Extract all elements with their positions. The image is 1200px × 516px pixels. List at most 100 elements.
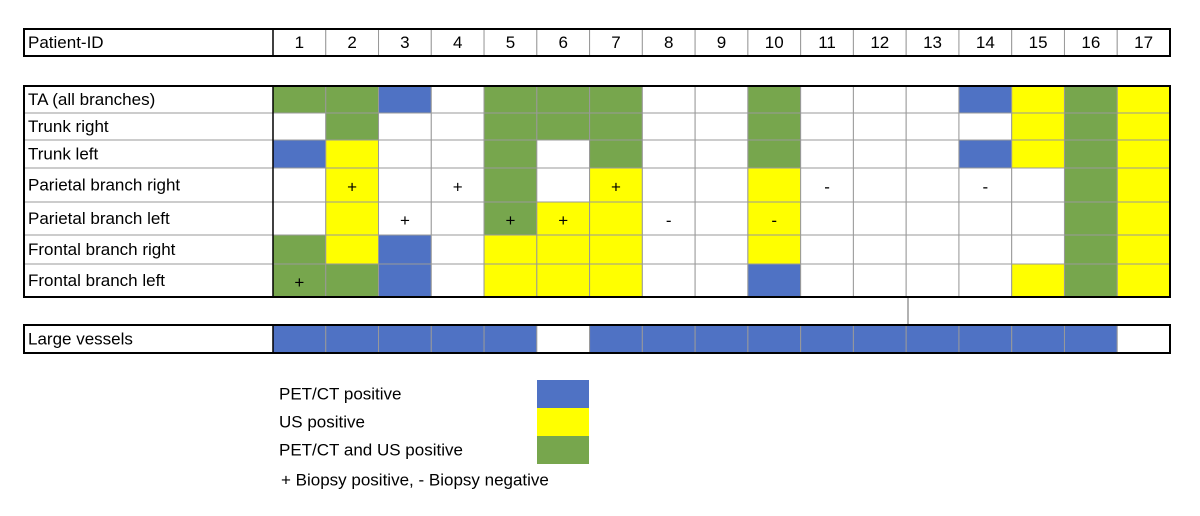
status-cell (852, 85, 907, 114)
status-cell (589, 263, 643, 298)
status-cell (800, 139, 854, 169)
row-label: TA (all branches) (28, 90, 155, 109)
row-label: Patient-ID (28, 33, 104, 52)
status-cell (1063, 139, 1118, 169)
status-cell (905, 167, 960, 203)
patient-id: 9 (717, 33, 726, 52)
status-cell (694, 234, 749, 265)
status-cell (800, 85, 854, 114)
status-cell (430, 167, 485, 203)
status-cell (325, 201, 380, 236)
patient-id: 3 (400, 33, 409, 52)
status-cell (589, 234, 643, 265)
status-cell (536, 324, 591, 354)
status-cell (747, 263, 802, 298)
status-cell (958, 263, 1013, 298)
header-cell (694, 28, 749, 57)
status-cell (905, 324, 960, 354)
legend-swatch (537, 408, 589, 436)
legend-label: US positive (279, 412, 365, 431)
status-cell (483, 167, 538, 203)
status-cell (958, 112, 1013, 141)
status-cell (430, 85, 485, 114)
biopsy-mark: - (982, 177, 988, 196)
row-label: Trunk right (28, 117, 109, 136)
label-cell (23, 263, 274, 298)
status-cell (852, 201, 907, 236)
status-cell (852, 167, 907, 203)
status-cell (641, 139, 696, 169)
status-cell (694, 139, 749, 169)
status-cell (1063, 167, 1118, 203)
status-cell (536, 85, 591, 114)
status-cell (800, 234, 854, 265)
status-cell (852, 112, 907, 141)
status-cell (536, 139, 591, 169)
biopsy-mark: + (558, 211, 568, 230)
status-cell (378, 324, 432, 354)
status-cell (1116, 234, 1171, 265)
legend-label: PET/CT and US positive (279, 440, 463, 459)
patient-id: 16 (1081, 33, 1100, 52)
biopsy-mark: + (347, 177, 357, 196)
status-cell (430, 112, 485, 141)
patient-id: 4 (453, 33, 462, 52)
status-cell (1116, 201, 1171, 236)
row-label: Frontal branch right (28, 240, 176, 259)
status-cell (589, 85, 643, 114)
status-cell (1063, 234, 1118, 265)
biopsy-mark: - (824, 177, 830, 196)
status-cell (589, 139, 643, 169)
status-cell (325, 112, 380, 141)
status-cell (641, 85, 696, 114)
status-cell (272, 85, 327, 114)
patient-id: 8 (664, 33, 673, 52)
status-cell (694, 201, 749, 236)
status-cell (905, 85, 960, 114)
status-cell (800, 324, 854, 354)
status-cell (589, 201, 643, 236)
status-cell (1063, 85, 1118, 114)
status-cell (325, 234, 380, 265)
status-cell (536, 167, 591, 203)
row-label: Trunk left (28, 144, 99, 163)
status-cell (1116, 139, 1171, 169)
status-cell (1011, 85, 1065, 114)
status-cell (378, 167, 432, 203)
biopsy-mark: - (666, 211, 672, 230)
status-cell (958, 139, 1013, 169)
table-frame (23, 28, 1171, 57)
status-cell (483, 139, 538, 169)
header-cell (852, 28, 907, 57)
label-cell (23, 85, 274, 114)
status-cell (1063, 112, 1118, 141)
status-cell (694, 85, 749, 114)
legend-swatch (537, 380, 589, 408)
status-cell (378, 85, 432, 114)
status-cell (272, 234, 327, 265)
patient-id: 13 (923, 33, 942, 52)
status-cell (641, 263, 696, 298)
header-cell (1116, 28, 1171, 57)
status-cell (1116, 112, 1171, 141)
patient-id: 2 (347, 33, 356, 52)
biopsy-mark: + (505, 211, 515, 230)
status-cell (272, 201, 327, 236)
biopsy-mark: + (453, 177, 463, 196)
status-cell (536, 112, 591, 141)
status-cell (1011, 139, 1065, 169)
biopsy-mark: + (400, 211, 410, 230)
status-cell (1116, 324, 1171, 354)
status-cell (694, 324, 749, 354)
status-cell (958, 324, 1013, 354)
biopsy-mark: + (294, 273, 304, 292)
status-cell (325, 85, 380, 114)
status-cell (1116, 167, 1171, 203)
biopsy-mark: - (771, 211, 777, 230)
status-cell (852, 139, 907, 169)
status-cell (694, 112, 749, 141)
status-cell (378, 234, 432, 265)
status-cell (1063, 201, 1118, 236)
status-cell (378, 139, 432, 169)
status-cell (272, 167, 327, 203)
